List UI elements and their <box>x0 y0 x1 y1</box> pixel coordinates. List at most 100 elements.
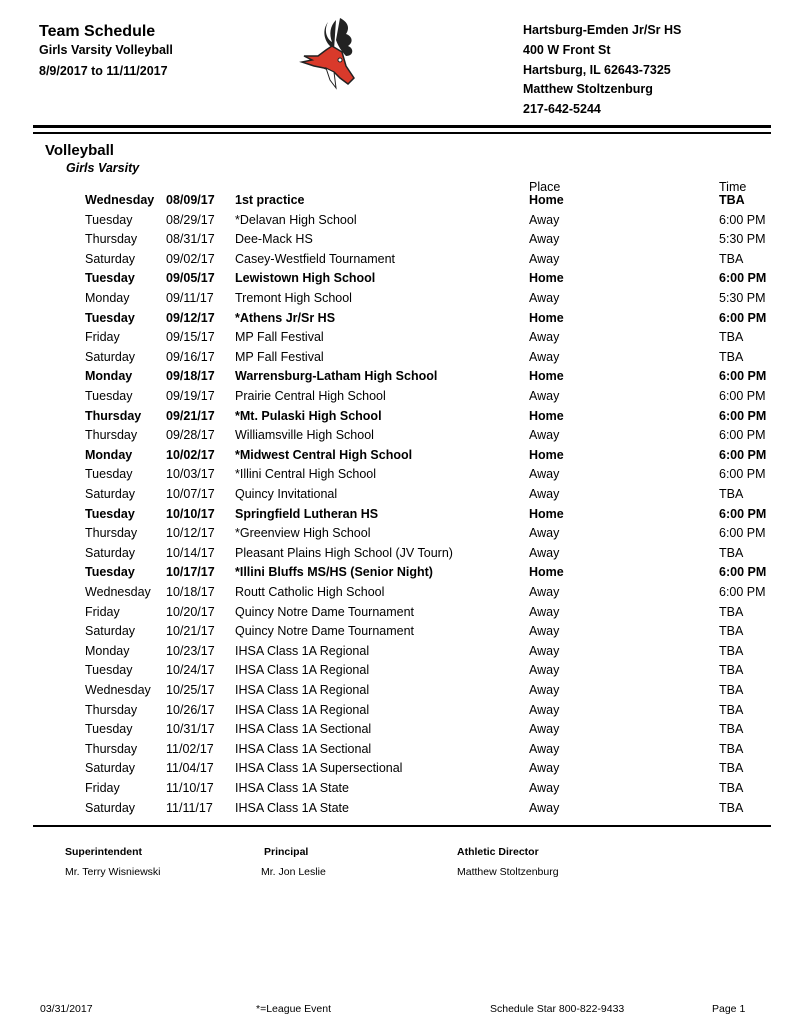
game-date: 10/20/17 <box>166 604 215 619</box>
game-day: Saturday <box>85 800 136 815</box>
game-place: Away <box>529 800 560 815</box>
table-row: Thursday 11/02/17 IHSA Class 1A Sectional A… <box>0 742 800 762</box>
game-opponent: 1st practice <box>235 193 305 207</box>
print-date: 03/31/2017 <box>40 1003 93 1015</box>
game-opponent: *Greenview High School <box>235 526 371 541</box>
game-date: 10/31/17 <box>166 722 215 737</box>
vendor-info: Schedule Star 800-822-9433 <box>490 1003 625 1015</box>
league-legend: *=League Event <box>256 1003 332 1015</box>
game-place: Away <box>529 663 560 678</box>
game-time: 6:00 PM <box>719 526 766 541</box>
game-place: Home <box>529 369 564 384</box>
game-day: Saturday <box>85 251 136 266</box>
header-divider-thin <box>33 132 771 134</box>
game-date: 10/25/17 <box>166 683 215 697</box>
table-row: Monday 09/18/17 Warrensburg-Latham High Sc… <box>0 369 800 389</box>
game-place: Away <box>529 781 560 795</box>
game-day: Tuesday <box>85 212 133 227</box>
game-opponent: *Athens Jr/Sr HS <box>235 310 336 325</box>
page-number: Page 1 <box>712 1003 746 1015</box>
game-day: Friday <box>85 604 120 619</box>
game-time: 6:00 PM <box>719 389 766 403</box>
game-time: 6:00 PM <box>719 565 767 580</box>
game-opponent: IHSA Class 1A Regional <box>235 702 370 717</box>
game-opponent: Tremont High School <box>235 291 352 305</box>
game-day: Wednesday <box>85 585 151 599</box>
game-time: 6:00 PM <box>719 506 767 521</box>
game-date: 09/19/17 <box>166 389 215 403</box>
game-place: Away <box>529 643 560 658</box>
game-date: 10/26/17 <box>166 702 215 717</box>
game-time: TBA <box>719 545 744 560</box>
table-row: Wednesday 10/25/17 IHSA Class 1A Regional A… <box>0 683 800 703</box>
team-name: Girls Varsity Volleyball <box>39 43 173 57</box>
table-row: Thursday 08/31/17 Dee-Mack HS Away 5:30 PM <box>0 232 800 252</box>
game-date: 09/05/17 <box>166 271 215 286</box>
game-opponent: Lewistown High School <box>235 271 376 286</box>
game-place: Home <box>529 447 564 462</box>
game-place: Away <box>529 467 560 482</box>
table-bottom-divider <box>33 825 771 827</box>
game-place: Away <box>529 585 560 599</box>
table-row: Friday 09/15/17 MP Fall Festival Away TBA <box>0 330 800 350</box>
game-opponent: Springfield Lutheran HS <box>235 506 379 521</box>
game-opponent: *Illini Central High School <box>235 467 377 482</box>
game-day: Wednesday <box>85 683 151 697</box>
game-day: Thursday <box>85 428 138 443</box>
game-opponent: MP Fall Festival <box>235 349 324 364</box>
game-time: TBA <box>719 722 744 737</box>
game-opponent: Warrensburg-Latham High School <box>235 369 438 384</box>
game-time: TBA <box>719 741 744 756</box>
game-place: Home <box>529 408 564 423</box>
game-day: Tuesday <box>85 663 133 678</box>
game-date: 08/29/17 <box>166 212 215 227</box>
game-place: Away <box>529 545 560 560</box>
game-time: 5:30 PM <box>719 291 766 305</box>
table-row: Thursday 10/12/17 *Greenview High School Aw… <box>0 526 800 546</box>
game-date: 09/18/17 <box>166 369 215 384</box>
game-day: Saturday <box>85 761 136 776</box>
table-row: Thursday 09/28/17 Williamsville High Schoo… <box>0 428 800 448</box>
game-day: Tuesday <box>85 271 135 286</box>
game-day: Saturday <box>85 545 136 560</box>
game-opponent: *Delavan High School <box>235 212 357 227</box>
game-day: Friday <box>85 330 120 345</box>
date-range: 8/9/2017 to 11/11/2017 <box>39 64 168 78</box>
game-opponent: IHSA Class 1A Regional <box>235 683 370 697</box>
game-time: TBA <box>719 781 744 795</box>
table-row: Saturday 10/14/17 Pleasant Plains High Sch… <box>0 546 800 566</box>
game-opponent: *Mt. Pulaski High School <box>235 408 382 423</box>
table-row: Saturday 10/07/17 Quincy Invitational Away T… <box>0 487 800 507</box>
game-time: TBA <box>719 193 745 207</box>
table-row: Tuesday 09/19/17 Prairie Central High Scho… <box>0 389 800 409</box>
game-opponent: IHSA Class 1A Regional <box>235 663 370 678</box>
game-opponent: IHSA Class 1A State <box>235 800 349 815</box>
game-time: TBA <box>719 330 744 345</box>
game-time: TBA <box>719 349 744 364</box>
game-time: 6:00 PM <box>719 467 766 482</box>
game-day: Tuesday <box>85 310 135 325</box>
game-opponent: Williamsville High School <box>235 428 374 443</box>
table-row: Monday 09/11/17 Tremont High School Away 5:3… <box>0 291 800 311</box>
game-day: Thursday <box>85 526 138 541</box>
school-city: Hartsburg, IL 62643-7325 <box>523 63 671 77</box>
game-time: 6:00 PM <box>719 271 767 286</box>
game-place: Away <box>529 741 560 756</box>
game-date: 10/12/17 <box>166 526 215 541</box>
table-row: Tuesday 09/12/17 *Athens Jr/Sr HS Home 6:00 … <box>0 311 800 331</box>
game-day: Monday <box>85 447 133 462</box>
game-day: Saturday <box>85 349 136 364</box>
game-time: 6:00 PM <box>719 369 767 384</box>
game-place: Away <box>529 702 560 717</box>
game-time: 5:30 PM <box>719 232 766 247</box>
staff-title: Athletic Director <box>457 846 539 858</box>
game-place: Home <box>529 506 564 521</box>
game-place: Away <box>529 389 560 403</box>
staff-title: Superintendent <box>65 846 143 858</box>
game-date: 10/24/17 <box>166 663 215 678</box>
game-time: TBA <box>719 702 744 717</box>
game-opponent: Quincy Notre Dame Tournament <box>235 604 415 619</box>
game-day: Thursday <box>85 741 138 756</box>
game-opponent: MP Fall Festival <box>235 330 324 345</box>
game-date: 11/11/17 <box>166 800 213 815</box>
